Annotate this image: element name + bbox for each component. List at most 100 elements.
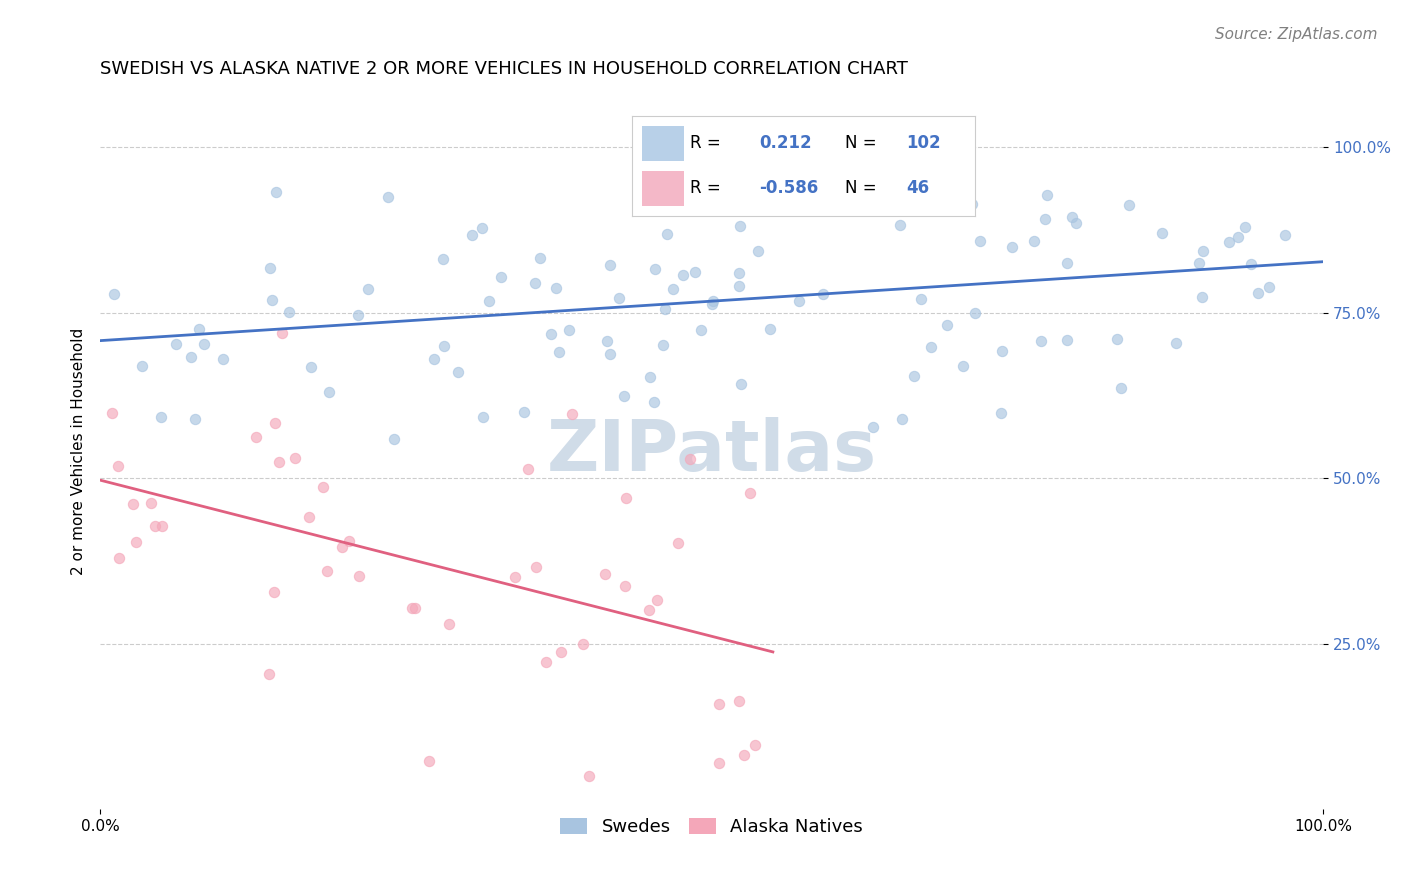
Point bbox=[960, 196, 983, 211]
Y-axis label: 2 or more Vehicles in Household: 2 or more Vehicles in Household bbox=[72, 328, 86, 575]
Point bbox=[1191, 290, 1213, 304]
Point bbox=[478, 294, 501, 309]
Point bbox=[638, 369, 661, 384]
Point bbox=[689, 323, 711, 337]
Point bbox=[910, 292, 932, 306]
Point bbox=[920, 340, 942, 354]
Point bbox=[787, 294, 810, 309]
Point bbox=[915, 127, 938, 141]
Point bbox=[139, 496, 162, 510]
Point bbox=[599, 347, 621, 361]
Point bbox=[524, 277, 547, 291]
Point bbox=[447, 364, 470, 378]
Point bbox=[1227, 229, 1250, 244]
Point bbox=[299, 359, 322, 374]
Point bbox=[529, 251, 551, 265]
Point bbox=[612, 389, 634, 403]
Point bbox=[266, 185, 288, 199]
Point bbox=[1036, 187, 1059, 202]
Point bbox=[124, 535, 146, 549]
Point bbox=[1001, 240, 1024, 254]
Point bbox=[728, 694, 751, 708]
Point bbox=[1031, 334, 1053, 348]
Point bbox=[418, 754, 440, 768]
Text: ZIPatlas: ZIPatlas bbox=[547, 417, 877, 486]
Point bbox=[572, 636, 595, 650]
Point bbox=[101, 406, 124, 420]
Point bbox=[433, 338, 456, 352]
Point bbox=[733, 747, 755, 762]
Point bbox=[269, 455, 291, 469]
Point bbox=[662, 282, 685, 296]
Point bbox=[259, 261, 281, 276]
Point bbox=[935, 318, 957, 332]
Point bbox=[672, 268, 695, 282]
Point bbox=[150, 519, 173, 533]
Point bbox=[534, 655, 557, 669]
Point bbox=[382, 432, 405, 446]
Point bbox=[1164, 336, 1187, 351]
Point bbox=[727, 278, 749, 293]
Point bbox=[315, 564, 337, 578]
Point bbox=[524, 559, 547, 574]
Point bbox=[1064, 216, 1087, 230]
Point bbox=[284, 451, 307, 466]
Point bbox=[889, 218, 911, 232]
Point bbox=[952, 359, 974, 373]
Point bbox=[707, 697, 730, 711]
Point bbox=[561, 407, 583, 421]
Point bbox=[377, 190, 399, 204]
Point bbox=[728, 266, 751, 280]
Point bbox=[212, 352, 235, 367]
Point bbox=[1056, 255, 1078, 269]
Point bbox=[811, 286, 834, 301]
Point bbox=[1274, 228, 1296, 243]
Point bbox=[432, 252, 454, 266]
Point bbox=[613, 579, 636, 593]
Point bbox=[607, 291, 630, 305]
Point bbox=[277, 305, 299, 319]
Point bbox=[107, 458, 129, 473]
Point bbox=[471, 220, 494, 235]
Text: Source: ZipAtlas.com: Source: ZipAtlas.com bbox=[1215, 27, 1378, 42]
Point bbox=[471, 409, 494, 424]
Point bbox=[744, 738, 766, 752]
Point bbox=[1234, 219, 1257, 234]
Point bbox=[491, 270, 513, 285]
Point bbox=[578, 769, 600, 783]
Point bbox=[312, 480, 335, 494]
Point bbox=[503, 570, 526, 584]
Point bbox=[461, 227, 484, 242]
Point bbox=[891, 412, 914, 426]
Point bbox=[263, 584, 285, 599]
Point bbox=[862, 420, 884, 434]
Point bbox=[643, 395, 665, 409]
Point bbox=[1060, 210, 1083, 224]
Point bbox=[1022, 234, 1045, 248]
Point bbox=[337, 534, 360, 549]
Point bbox=[423, 352, 446, 367]
Point bbox=[678, 452, 700, 467]
Point bbox=[264, 416, 287, 430]
Point bbox=[903, 368, 925, 383]
Point bbox=[187, 322, 209, 336]
Point bbox=[1188, 256, 1211, 270]
Point bbox=[122, 497, 145, 511]
Point bbox=[270, 326, 292, 340]
Point bbox=[165, 337, 187, 351]
Point bbox=[517, 462, 540, 476]
Point bbox=[645, 592, 668, 607]
Point bbox=[700, 297, 723, 311]
Point bbox=[1191, 244, 1213, 259]
Point bbox=[347, 569, 370, 583]
Point bbox=[107, 550, 129, 565]
Point bbox=[330, 540, 353, 554]
Point bbox=[1105, 332, 1128, 346]
Point bbox=[990, 343, 1012, 358]
Point bbox=[730, 377, 752, 392]
Point bbox=[513, 405, 536, 419]
Legend: Swedes, Alaska Natives: Swedes, Alaska Natives bbox=[553, 810, 870, 843]
Point bbox=[668, 535, 690, 549]
Point bbox=[318, 385, 340, 400]
Point bbox=[668, 177, 690, 191]
